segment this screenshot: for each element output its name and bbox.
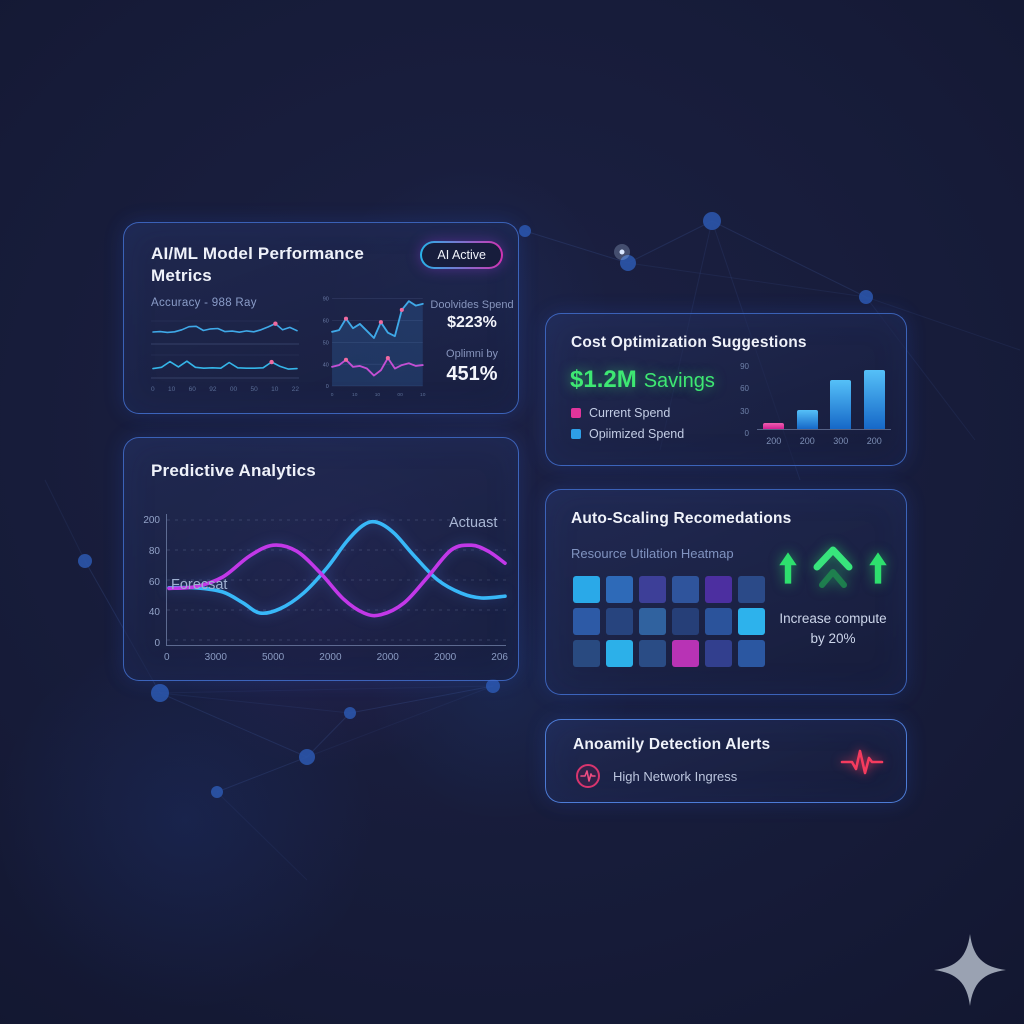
legend-label-optimized: Opiimized Spend	[589, 427, 685, 441]
svg-text:10: 10	[352, 392, 358, 397]
legend-item-optimized: Opiimized Spend	[571, 427, 684, 441]
heatmap-cell	[606, 608, 633, 635]
anomaly-title: Anoamily Detection Alerts	[573, 736, 771, 753]
stat2-value: 451%	[446, 363, 498, 385]
autoscaling-title: Auto-Scaling Recomedations	[571, 510, 792, 527]
cost-bar	[863, 370, 885, 429]
heatmap-cell	[573, 640, 600, 667]
predictive-svg	[167, 519, 507, 641]
svg-text:40: 40	[323, 362, 329, 368]
stat2-label: Oplimni by	[446, 348, 498, 360]
cost-optimization-card: Cost Optimization Suggestions $1.2M Savin…	[545, 313, 907, 466]
svg-text:90: 90	[323, 297, 329, 303]
stat1-value: $223%	[447, 314, 497, 331]
legend-swatch-optimized	[571, 429, 581, 439]
series-label-forecast: Forecsat	[171, 577, 228, 593]
predictive-title: Predictive Analytics	[151, 461, 316, 480]
cost-legend: Current Spend Opiimized Spend	[571, 406, 684, 441]
savings-highlight: $1.2M Savings	[570, 366, 715, 394]
cost-bar	[796, 410, 818, 429]
heatmap-cell	[573, 608, 600, 635]
ai-active-badge[interactable]: AI Active	[420, 241, 503, 269]
model-metrics-title: AI/ML Model Performance Metrics	[151, 244, 365, 286]
cost-yticks: 90 60 30 0	[740, 362, 749, 438]
svg-text:50: 50	[323, 340, 329, 346]
accuracy-chart-block: Accuracy - 988 Ray 0 10 60 92 00 50 10 22	[151, 297, 306, 393]
accuracy-chart-label: Accuracy - 988 Ray	[151, 297, 257, 309]
predictive-analytics-card: Predictive Analytics 200 80 60 40 0 0 3000 500…	[123, 437, 519, 681]
up-arrow-icon	[779, 552, 797, 584]
legend-swatch-current	[571, 408, 581, 418]
up-arrow-icon	[869, 552, 887, 584]
cost-bar-chart: 90 60 30 0 200 200 300 200	[731, 356, 896, 460]
recommendation-line1: Increase compute	[779, 611, 887, 626]
legend-item-current: Current Spend	[571, 406, 684, 420]
alert-label: High Network Ingress	[613, 768, 738, 784]
heatmap-cell	[738, 640, 765, 667]
svg-text:0: 0	[326, 384, 329, 390]
cost-bars	[757, 368, 891, 430]
recommendation-line2: by 20%	[810, 630, 856, 646]
predictive-xticks: 0 3000 5000 2000 2000 2000 206	[164, 652, 508, 663]
trend-svg: 90 60 50 40 00 10 10 00 10	[323, 297, 426, 398]
alert-row[interactable]: High Network Ingress	[575, 763, 737, 789]
heatmap-cell	[606, 640, 633, 667]
model-trend-chart: 90 60 50 40 0 0 10 10 00 10	[318, 293, 428, 399]
heatmap-cell	[738, 576, 765, 603]
svg-text:10: 10	[420, 392, 426, 397]
heatmap-cell	[672, 608, 699, 635]
heatmap-cell	[639, 576, 666, 603]
savings-word: Savings	[643, 370, 715, 392]
heatmap-cell	[639, 640, 666, 667]
predictive-yticks: 200 80 60 40 0	[143, 515, 160, 649]
cost-title: Cost Optimization Suggestions	[571, 334, 807, 351]
savings-value: $1.2M	[570, 366, 637, 393]
svg-text:0: 0	[331, 392, 334, 397]
series-label-actual: Actuast	[449, 515, 498, 531]
heatmap-cell	[705, 576, 732, 603]
heartbeat-icon	[840, 749, 884, 775]
heatmap-cell	[606, 576, 633, 603]
double-chevron-up-icon	[813, 546, 853, 588]
legend-label-current: Current Spend	[589, 406, 671, 420]
pulse-circle-icon	[576, 764, 600, 788]
heatmap-cell	[705, 640, 732, 667]
svg-text:60: 60	[323, 319, 329, 325]
accuracy-sparkline-svg	[151, 320, 299, 379]
svg-text:00: 00	[397, 392, 403, 397]
autoscaling-card: Auto-Scaling Recomedations Resource Util…	[545, 489, 907, 695]
anomaly-alerts-card: Anoamily Detection Alerts High Network I…	[545, 719, 907, 803]
recommendation-text: Increase compute by 20%	[774, 609, 892, 648]
heatmap-cell	[705, 608, 732, 635]
heatmap-subtitle: Resource Utilation Heatmap	[571, 546, 734, 561]
heatmap-cell	[639, 608, 666, 635]
model-metrics-card: AI/ML Model Performance Metrics AI Activ…	[123, 222, 519, 414]
model-stats: Doolvides Spend $223% Oplimni by 451%	[426, 299, 518, 386]
sparkle-icon	[934, 934, 1006, 1006]
cost-bar	[830, 380, 852, 429]
cost-bar	[763, 423, 785, 429]
utilization-heatmap	[573, 576, 765, 667]
scaling-recommendation: Increase compute by 20%	[774, 540, 892, 648]
cost-xticks: 200 200 300 200	[766, 436, 882, 446]
heatmap-cell	[672, 640, 699, 667]
predictive-plot	[166, 514, 507, 646]
scale-up-arrows	[774, 540, 892, 596]
heatmap-cell	[738, 608, 765, 635]
stat1-label: Doolvides Spend	[430, 299, 514, 311]
heatmap-cell	[573, 576, 600, 603]
svg-text:10: 10	[375, 392, 381, 397]
accuracy-xticks: 0 10 60 92 00 50 10 22	[151, 386, 299, 393]
heatmap-cell	[672, 576, 699, 603]
